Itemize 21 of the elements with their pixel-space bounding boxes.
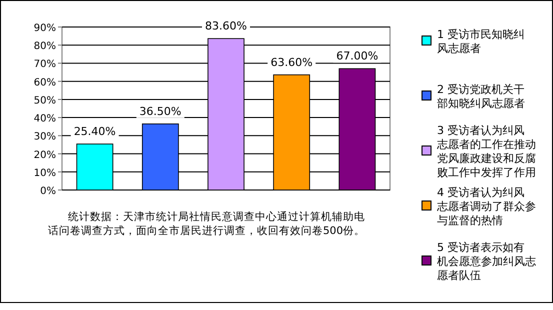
- y-tick-label: 60%: [34, 77, 56, 88]
- data-label: 67.00%: [336, 50, 378, 63]
- data-label: 63.60%: [270, 56, 313, 69]
- text: 统计数据：天津市统计局社情民意调查中心通过计算机辅助电话问卷调查方式，面向全市居民进行调查，收回有效问卷500份。: [48, 210, 366, 238]
- y-tick-label: 90%: [34, 23, 56, 34]
- y-tick-label: 10%: [34, 168, 56, 179]
- data-label: 36.50%: [139, 104, 182, 118]
- legend-label: 5 受访者表示如有机会愿意参加纠风志愿者队伍: [437, 241, 536, 282]
- legend-label: 4 受访者认为纠风志愿者调动了群众参与监督的热情: [437, 186, 536, 227]
- data-label: 25.40%: [74, 125, 116, 138]
- y-tick-label: 0%: [40, 186, 56, 197]
- legend-label: 2 受访党政机关干部知晓纠风志愿者: [437, 83, 525, 110]
- legend-label: 1 受访市民知晓纠风志愿者: [437, 28, 524, 55]
- y-tick-label: 30%: [34, 132, 56, 143]
- y-tick-label: 50%: [34, 95, 56, 106]
- y-tick-label: 40%: [34, 114, 56, 125]
- y-tick-label: 80%: [34, 41, 56, 52]
- legend-label: 3 受访者认为纠风志愿者的工作在推动党风廉政建设和反腐败工作中发挥了作用: [437, 124, 536, 179]
- y-tick-label: 20%: [34, 150, 56, 161]
- y-tick-label: 70%: [34, 59, 56, 70]
- data-label: 83.60%: [205, 20, 247, 33]
